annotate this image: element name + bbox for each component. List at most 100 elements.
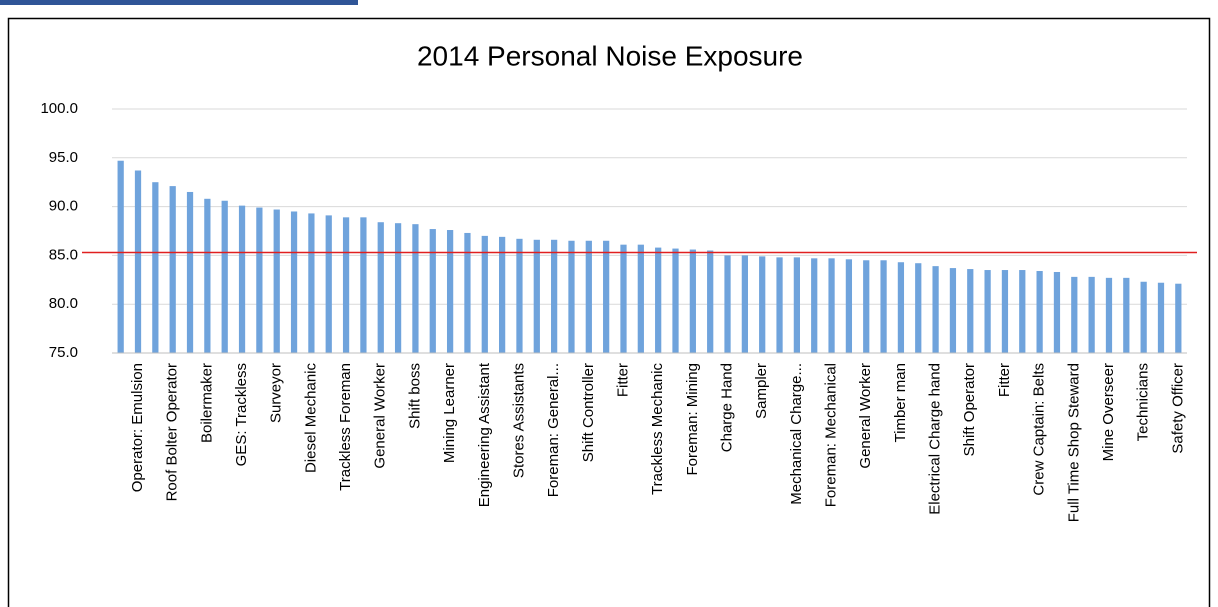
bar	[464, 232, 471, 353]
bar	[776, 257, 783, 353]
x-tick-label: Technicians	[1135, 363, 1152, 441]
x-tick-label: Surveyor	[268, 363, 285, 423]
bar	[1105, 277, 1113, 353]
bar	[481, 235, 488, 353]
x-tick-label: Operator: Emulsion	[129, 363, 146, 492]
x-tick-label: Trackless Foreman	[337, 363, 354, 491]
bar	[689, 249, 696, 353]
bar	[186, 191, 194, 353]
bar	[412, 224, 419, 353]
bar	[845, 259, 853, 353]
bar	[221, 200, 228, 353]
bar	[759, 256, 766, 353]
x-tick-label: Foreman: General...	[545, 363, 562, 497]
header-strip	[0, 0, 358, 5]
x-tick-label: Engineering Assistant	[476, 362, 493, 507]
bar	[811, 258, 818, 353]
bar	[949, 268, 957, 353]
bar	[394, 223, 402, 353]
bar	[585, 240, 592, 353]
bar	[741, 255, 748, 353]
bar	[637, 244, 644, 353]
y-tick-label: 100.0	[40, 100, 78, 117]
x-tick-label: Foreman: Mechanical	[823, 363, 840, 507]
bar	[1036, 271, 1043, 353]
bar	[828, 258, 835, 353]
bar	[1001, 270, 1009, 353]
y-tick-label: 85.0	[49, 246, 78, 263]
bar	[984, 270, 991, 353]
bar	[967, 269, 974, 353]
bar	[897, 262, 905, 353]
x-tick-label: Mechanical Charge...	[788, 363, 805, 505]
bar	[152, 182, 159, 353]
bar	[1053, 271, 1061, 353]
bar	[1088, 276, 1095, 353]
x-tick-label: Boilermaker	[198, 363, 215, 443]
x-tick-label: Foreman: Mining	[684, 363, 701, 476]
bar	[273, 209, 280, 353]
bar	[793, 257, 800, 353]
bar	[880, 260, 887, 353]
x-tick-label: Mining Learner	[441, 363, 458, 463]
bar	[308, 213, 315, 353]
bar	[256, 207, 263, 353]
bar	[551, 239, 558, 353]
bar	[204, 198, 211, 353]
bar	[915, 263, 922, 353]
chart-title: 2014 Personal Noise Exposure	[417, 40, 803, 71]
bar	[325, 215, 332, 353]
x-tick-label: General Worker	[857, 363, 874, 469]
x-tick-label: Safety Officer	[1169, 363, 1186, 454]
y-tick-label: 80.0	[49, 295, 78, 312]
x-tick-label: Charge Hand	[718, 363, 735, 452]
y-tick-label: 75.0	[49, 344, 78, 361]
bar	[1071, 276, 1078, 353]
x-tick-label: Fitter	[996, 363, 1013, 397]
x-tick-label: Roof Bolter Operator	[164, 363, 181, 501]
bar	[568, 240, 575, 353]
bar	[724, 255, 731, 353]
x-tick-label: Electrical Charge hand	[927, 363, 944, 515]
bar	[603, 240, 610, 353]
bar	[499, 236, 506, 353]
bar	[169, 186, 176, 353]
x-tick-label: Timber man	[892, 363, 909, 442]
bar	[117, 160, 124, 353]
x-tick-label: Diesel Mechanic	[302, 363, 319, 474]
x-tick-label: Trackless Mechanic	[649, 363, 666, 495]
bar	[238, 205, 246, 353]
bar	[932, 266, 939, 353]
bar	[516, 238, 523, 353]
bar	[290, 211, 298, 353]
x-tick-label: Shift Operator	[961, 363, 978, 456]
bar	[1123, 277, 1130, 353]
x-tick-label: Shift Controller	[580, 363, 597, 462]
bar	[377, 222, 384, 353]
bar	[620, 244, 627, 353]
bar	[1175, 283, 1182, 353]
bar	[360, 217, 367, 353]
x-tick-label: Sampler	[753, 363, 770, 419]
x-tick-label: Fitter	[614, 363, 631, 397]
x-tick-label: General Worker	[372, 363, 389, 469]
bar	[1140, 281, 1147, 353]
x-tick-label: Crew Captain: Belts	[1031, 363, 1048, 496]
bar	[1157, 282, 1165, 353]
x-tick-label: Full Time Shop Steward	[1065, 363, 1082, 522]
bar	[655, 247, 662, 353]
bar	[1019, 270, 1026, 353]
bar	[446, 230, 454, 353]
bar	[707, 250, 714, 353]
bar	[134, 170, 142, 353]
y-tick-label: 95.0	[49, 149, 78, 166]
bar	[533, 239, 540, 353]
bar	[342, 217, 350, 353]
x-tick-label: Shift boss	[406, 363, 423, 429]
y-tick-label: 90.0	[49, 198, 78, 215]
x-tick-label: Stores Assistants	[510, 363, 527, 478]
x-tick-label: GES: Trackless	[233, 363, 250, 466]
bar	[672, 248, 679, 353]
